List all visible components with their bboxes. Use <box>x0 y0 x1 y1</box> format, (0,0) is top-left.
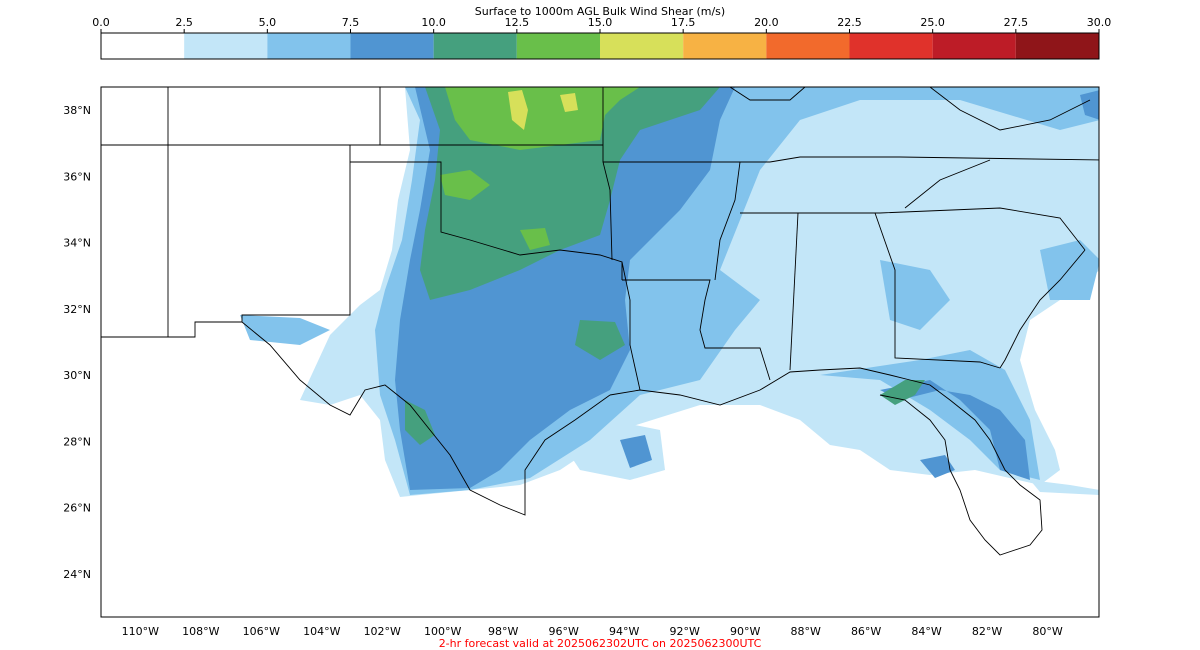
longitude-tick-label: 106°W <box>243 625 280 638</box>
longitude-tick-label: 102°W <box>364 625 401 638</box>
colorbar-swatch <box>184 33 268 59</box>
colorbar-swatch <box>849 33 933 59</box>
colorbar-swatch <box>1015 33 1099 59</box>
latitude-tick-label: 38°N <box>63 104 91 117</box>
longitude-tick-label: 104°W <box>303 625 340 638</box>
colorbar-swatch <box>101 33 185 59</box>
colorbar-swatch <box>267 33 351 59</box>
latitude-tick-label: 30°N <box>63 369 91 382</box>
colorbar-tick-label: 5.0 <box>259 16 277 29</box>
latitude-tick-label: 24°N <box>63 568 91 581</box>
longitude-tick-label: 110°W <box>122 625 159 638</box>
longitude-tick-label: 108°W <box>182 625 219 638</box>
longitude-axis: 110°W 108°W 106°W 104°W 102°W 100°W 98°W 96°W 94… <box>122 625 1063 638</box>
latitude-tick-label: 28°N <box>63 435 91 448</box>
longitude-tick-label: 86°W <box>851 625 881 638</box>
longitude-tick-label: 90°W <box>730 625 760 638</box>
colorbar-tick-label: 10.0 <box>421 16 446 29</box>
colorbar-swatch <box>600 33 684 59</box>
longitude-tick-label: 84°W <box>911 625 941 638</box>
colorbar-tick-label: 15.0 <box>588 16 613 29</box>
colorbar-swatch <box>683 33 767 59</box>
longitude-tick-label: 82°W <box>972 625 1002 638</box>
colorbar-tick-label: 30.0 <box>1087 16 1112 29</box>
colorbar-tick-label: 2.5 <box>175 16 193 29</box>
colorbar-swatch <box>932 33 1016 59</box>
longitude-tick-label: 92°W <box>669 625 699 638</box>
colorbar-tick-label: 25.0 <box>920 16 945 29</box>
colorbar-tick-label: 20.0 <box>754 16 779 29</box>
colorbar-swatch <box>516 33 600 59</box>
longitude-tick-label: 98°W <box>488 625 518 638</box>
longitude-tick-label: 80°W <box>1032 625 1062 638</box>
latitude-tick-label: 32°N <box>63 303 91 316</box>
wind-shear-shading <box>240 87 1099 497</box>
colorbar-tick-label: 17.5 <box>671 16 696 29</box>
colorbar-tick-label: 0.0 <box>92 16 110 29</box>
colorbar-swatch <box>433 33 517 59</box>
colorbar-tick-label: 27.5 <box>1004 16 1029 29</box>
longitude-tick-label: 96°W <box>549 625 579 638</box>
colorbar-tick-label: 12.5 <box>505 16 530 29</box>
colorbar-swatch <box>350 33 434 59</box>
shear-band-12p5-15 <box>440 87 640 250</box>
map-panel <box>100 86 1100 618</box>
state-borders <box>101 87 1099 556</box>
longitude-tick-label: 88°W <box>790 625 820 638</box>
latitude-tick-label: 36°N <box>63 170 91 183</box>
shear-band-15-17p5 <box>508 90 578 130</box>
colorbar: 0.0 2.5 5.0 7.5 10.0 12.5 15.0 17.5 20.0 22.5 25.0… <box>92 16 1112 60</box>
colorbar-title: Surface to 1000m AGL Bulk Wind Shear (m/… <box>475 5 725 18</box>
colorbar-tick-label: 22.5 <box>837 16 862 29</box>
longitude-tick-label: 100°W <box>424 625 461 638</box>
latitude-tick-label: 34°N <box>63 237 91 250</box>
longitude-tick-label: 94°W <box>609 625 639 638</box>
latitude-tick-label: 26°N <box>63 502 91 515</box>
latitude-axis: 38°N 36°N 34°N 32°N 30°N 28°N 26°N 24°N <box>63 104 91 581</box>
forecast-valid-footer: 2-hr forecast valid at 2025062302UTC on … <box>439 637 762 650</box>
colorbar-tick-label: 7.5 <box>342 16 360 29</box>
map-frame <box>100 86 1100 618</box>
colorbar-swatch <box>766 33 850 59</box>
